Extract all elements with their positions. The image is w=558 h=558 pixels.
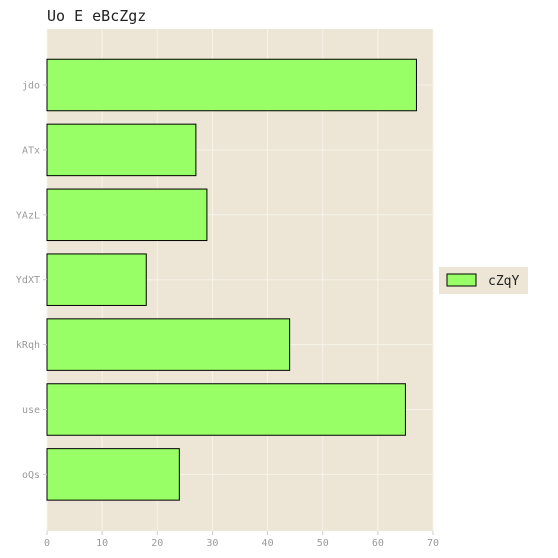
bar-jdo: [46, 58, 417, 112]
y-tick-label: ATx: [22, 145, 40, 156]
y-tick-label: use: [22, 405, 40, 416]
y-tick-label: kRqh: [16, 340, 40, 351]
y-tick-label: oQs: [22, 470, 40, 481]
bar-YAzL: [46, 188, 208, 242]
x-tick-label: 60: [372, 538, 384, 549]
chart-title: Uo E eBcZgz: [47, 7, 146, 25]
y-tick-label: YAzL: [16, 210, 40, 221]
bar-use: [46, 383, 406, 436]
bar-ATx: [46, 123, 197, 177]
x-tick-label: 40: [262, 538, 274, 549]
y-tick-label: jdo: [22, 81, 40, 92]
x-tick-label: 50: [317, 538, 329, 549]
x-tick-label: 0: [44, 538, 50, 549]
bars: [46, 58, 417, 501]
y-axis-ticks: jdo ATx YAzL YdXT kRqh use oQs: [16, 81, 47, 481]
x-tick-label: 20: [151, 538, 163, 549]
legend-label: cZqY: [488, 274, 519, 289]
bar-oQs: [46, 448, 180, 501]
bar-kRqh: [46, 318, 291, 371]
x-axis-ticks: 0 10 20 30 40 50 60 70: [44, 531, 439, 549]
x-tick-label: 10: [96, 538, 108, 549]
legend: cZqY: [439, 267, 528, 294]
x-tick-label: 30: [206, 538, 218, 549]
legend-swatch: [446, 273, 477, 287]
x-tick-label: 70: [427, 538, 439, 549]
bar-YdXT: [46, 253, 147, 306]
y-tick-label: YdXT: [16, 275, 40, 286]
